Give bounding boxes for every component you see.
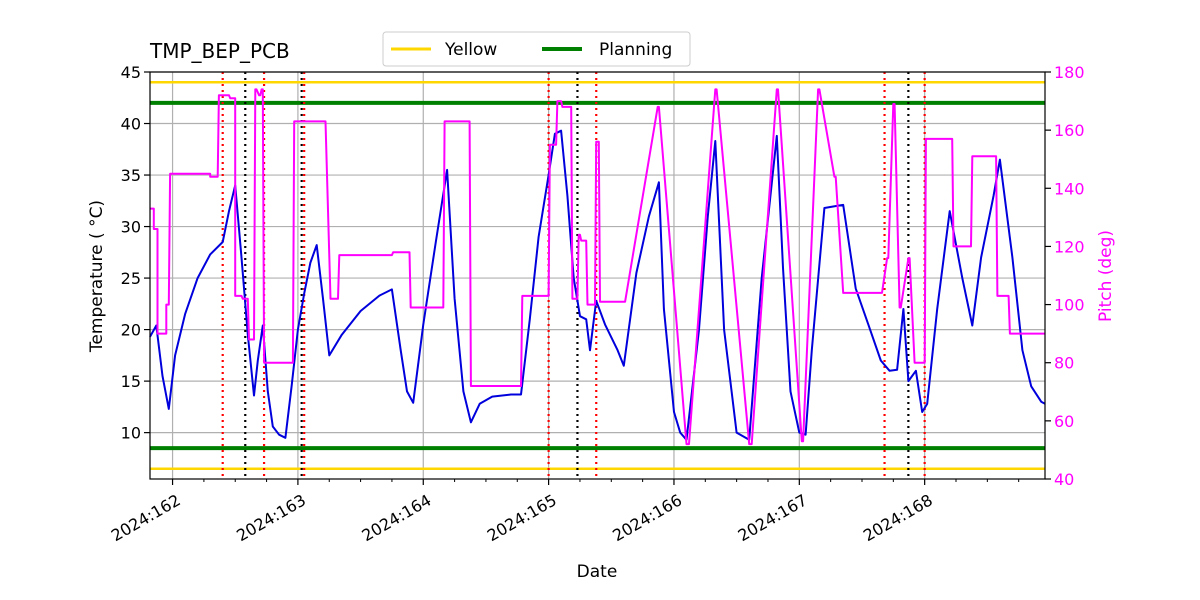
y-tick-label: 45 <box>121 63 141 82</box>
y-tick-label: 35 <box>121 166 141 185</box>
y2-tick-label: 80 <box>1054 354 1074 373</box>
x-axis-title: Date <box>577 562 618 582</box>
y-tick-label: 20 <box>121 321 141 340</box>
y2-tick-label: 100 <box>1054 296 1085 315</box>
legend: Yellow Planning <box>382 31 691 67</box>
event-markers <box>221 72 926 479</box>
y-axis-right: 40 60 80 100 120 140 160 180 <box>1045 63 1085 489</box>
x-axis: 2024:162 2024:163 2024:164 2024:165 2024:166… <box>108 479 1020 545</box>
legend-label-planning: Planning <box>599 40 672 60</box>
plot-frame <box>149 71 1046 480</box>
y2-tick-label: 140 <box>1054 179 1085 198</box>
x-tick-label: 2024:162 <box>108 490 184 545</box>
x-tick-label: 2024:164 <box>359 490 435 545</box>
x-tick-label: 2024:168 <box>860 490 936 545</box>
y-axis-left: 10 15 20 25 30 35 40 45 <box>121 63 150 443</box>
x-tick-label: 2024:167 <box>735 490 811 545</box>
y2-tick-label: 40 <box>1054 470 1074 489</box>
y2-tick-label: 180 <box>1054 63 1085 82</box>
temperature-series-line <box>149 129 1046 441</box>
y2-tick-label: 60 <box>1054 412 1074 431</box>
y-tick-label: 15 <box>121 372 141 391</box>
x-tick-label: 2024:166 <box>609 490 685 545</box>
legend-label-yellow: Yellow <box>444 40 497 60</box>
y-tick-label: 30 <box>121 218 141 237</box>
y-tick-label: 10 <box>121 424 141 443</box>
chart-title: TMP_BEP_PCB <box>149 39 290 63</box>
x-tick-label: 2024:163 <box>233 490 309 545</box>
y2-tick-label: 160 <box>1054 121 1085 140</box>
series-layer <box>149 88 1046 446</box>
y-tick-label: 40 <box>121 115 141 134</box>
limit-lines <box>150 81 1045 470</box>
x-tick-label: 2024:165 <box>484 490 560 545</box>
y2-axis-title: Pitch (deg) <box>1096 230 1116 322</box>
y2-tick-label: 120 <box>1054 237 1085 256</box>
pitch-series-line <box>150 88 1045 446</box>
y-axis-title: Temperature ( °C) <box>87 200 107 353</box>
y-tick-label: 25 <box>121 269 141 288</box>
legend-box <box>382 31 691 67</box>
